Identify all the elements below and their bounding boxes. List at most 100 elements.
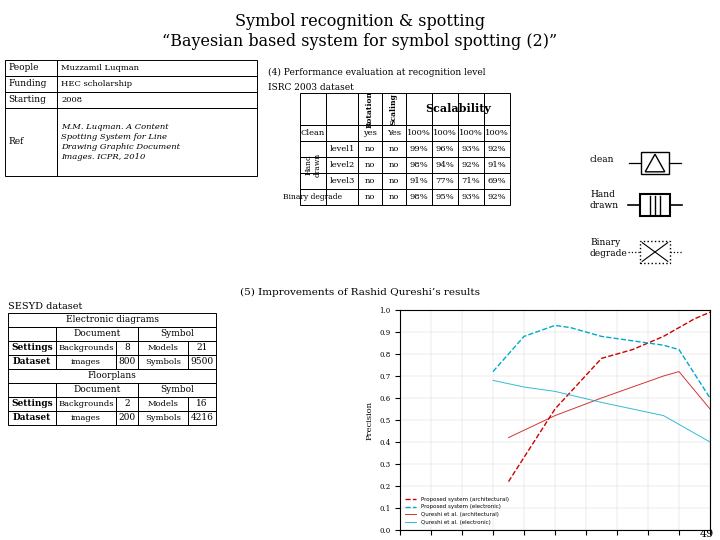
Text: 77%: 77% (436, 177, 454, 185)
Bar (188, 341, 216, 355)
Qureshi et al. (architectural) (660, 373, 668, 379)
Bar (8, 369, 216, 383)
Bar (326, 173, 358, 189)
Bar (57, 60, 257, 76)
Proposed system (electronic) (566, 325, 575, 331)
Bar (432, 189, 458, 205)
Text: 71%: 71% (462, 177, 480, 185)
Bar (138, 341, 188, 355)
Text: Settings: Settings (12, 343, 53, 353)
Bar (5, 108, 57, 176)
Bar (484, 157, 510, 173)
Text: M.M. Luqman. A Content
Spotting System for Line
Drawing Graphic Document
Images.: M.M. Luqman. A Content Spotting System f… (61, 123, 180, 161)
Bar (406, 125, 432, 141)
Text: Hand
drawn: Hand drawn (305, 153, 322, 177)
Bar (56, 341, 116, 355)
Text: Floorplans: Floorplans (88, 372, 136, 381)
Text: 100%: 100% (433, 129, 457, 137)
Bar (326, 125, 358, 141)
Text: Rotation: Rotation (366, 90, 374, 127)
Text: no: no (365, 145, 375, 153)
Qureshi et al. (architectural) (675, 368, 683, 375)
Text: 4216: 4216 (191, 414, 213, 422)
Text: Binary degrade: Binary degrade (284, 193, 343, 201)
Text: no: no (365, 193, 375, 201)
Text: 99%: 99% (410, 145, 428, 153)
Bar (116, 411, 138, 425)
Bar (432, 93, 458, 125)
Text: Symbols: Symbols (145, 358, 181, 366)
Bar (138, 355, 188, 369)
Bar (8, 327, 56, 341)
Bar (458, 141, 484, 157)
Bar (300, 125, 326, 141)
Text: images: images (71, 414, 101, 422)
Text: 100%: 100% (485, 129, 509, 137)
Y-axis label: Precision: Precision (366, 401, 374, 440)
Text: 2: 2 (124, 400, 130, 408)
Bar (432, 141, 458, 157)
Text: clean: clean (590, 156, 614, 165)
Bar (300, 93, 326, 125)
Bar (432, 173, 458, 189)
Text: no: no (389, 177, 399, 185)
Text: Ref: Ref (8, 138, 23, 146)
Proposed system (electronic) (597, 333, 606, 340)
Bar (300, 173, 326, 189)
Proposed system (architectural) (660, 333, 668, 340)
Line: Proposed system (architectural): Proposed system (architectural) (508, 312, 710, 482)
Text: (5) Improvements of Rashid Qureshi’s results: (5) Improvements of Rashid Qureshi’s res… (240, 287, 480, 296)
Bar (138, 327, 216, 341)
Bar (326, 157, 358, 173)
Bar (406, 173, 432, 189)
Proposed system (electronic) (551, 322, 559, 329)
Bar (8, 341, 56, 355)
Bar (484, 173, 510, 189)
Text: 2008: 2008 (61, 96, 82, 104)
Line: Qureshi et al. (electronic): Qureshi et al. (electronic) (493, 380, 710, 442)
Bar (8, 313, 216, 327)
Bar (406, 141, 432, 157)
Text: images: images (71, 358, 101, 366)
Bar (326, 93, 358, 125)
Bar (5, 60, 57, 76)
Text: 93%: 93% (462, 193, 480, 201)
Bar (406, 189, 432, 205)
Text: 91%: 91% (487, 161, 506, 169)
Text: Symbols: Symbols (145, 414, 181, 422)
Line: Proposed system (electronic): Proposed system (electronic) (493, 326, 710, 398)
Bar (406, 157, 432, 173)
Qureshi et al. (architectural) (551, 413, 559, 419)
Bar (8, 411, 56, 425)
Bar (188, 355, 216, 369)
Bar (432, 157, 458, 173)
Legend: Proposed system (architectural), Proposed system (electronic), Qureshi et al. (a: Proposed system (architectural), Propose… (402, 495, 510, 527)
Qureshi et al. (electronic) (660, 413, 668, 419)
Qureshi et al. (architectural) (597, 395, 606, 401)
Bar (138, 397, 188, 411)
Bar (188, 397, 216, 411)
Text: 98%: 98% (410, 193, 428, 201)
Text: 92%: 92% (487, 145, 506, 153)
Bar (382, 125, 406, 141)
Text: 49: 49 (700, 529, 714, 539)
Text: Dataset: Dataset (13, 357, 51, 367)
Qureshi et al. (electronic) (706, 439, 714, 446)
Text: Models: Models (148, 344, 179, 352)
Text: 8: 8 (124, 343, 130, 353)
Bar (358, 93, 382, 125)
Bar (458, 173, 484, 189)
Bar (432, 125, 458, 141)
Text: Clean: Clean (301, 129, 325, 137)
Bar (326, 141, 358, 157)
Text: 92%: 92% (462, 161, 480, 169)
Text: 16: 16 (197, 400, 208, 408)
Proposed system (electronic) (675, 346, 683, 353)
Bar (458, 125, 484, 141)
Text: (4) Performance evaluation at recognition level: (4) Performance evaluation at recognitio… (268, 68, 485, 77)
Bar (458, 189, 484, 205)
Bar (5, 92, 57, 108)
Bar (138, 383, 216, 397)
Bar (116, 341, 138, 355)
Text: 9500: 9500 (190, 357, 214, 367)
